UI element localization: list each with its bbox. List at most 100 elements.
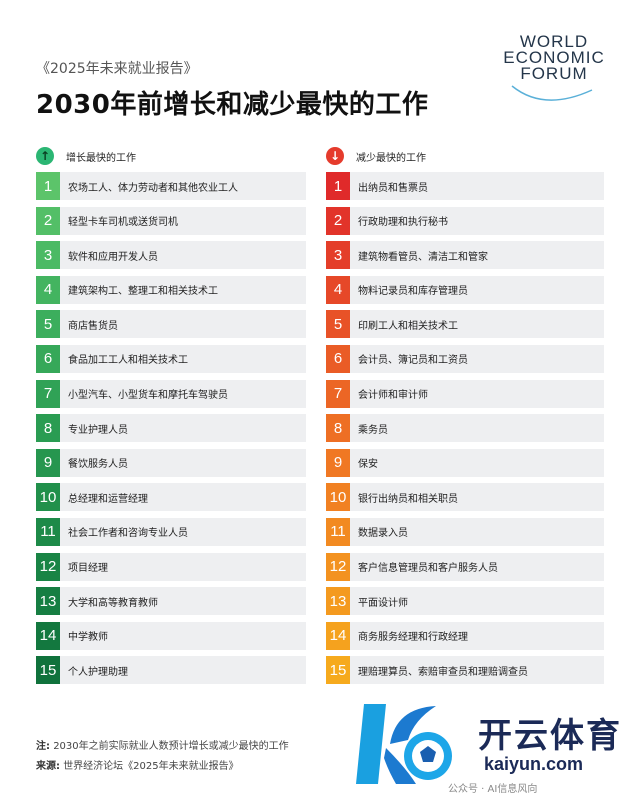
growth-job-label: 建筑架构工、整理工和相关技术工 (68, 286, 218, 298)
growth-job-label: 轻型卡车司机或送货司机 (68, 217, 178, 229)
decline-job-row: 15 理赔理算员、索赔审查员和理赔调查员 (326, 656, 604, 685)
logo-line-2: ECONOMIC (503, 48, 605, 67)
footer-source-key: 来源: (36, 761, 60, 772)
decline-job-label: 数据录入员 (358, 528, 408, 540)
growth-header: ↑ 增长最快的工作 (36, 146, 306, 166)
decline-header-label: 减少最快的工作 (356, 152, 426, 164)
decline-job-rank: 14 (326, 621, 350, 650)
decline-job-row: 2 行政助理和执行秘书 (326, 206, 604, 235)
decline-job-label: 理赔理算员、索赔审查员和理赔调查员 (358, 666, 528, 678)
decline-job-label: 出纳员和售票员 (358, 182, 428, 194)
growth-job-rank: 10 (36, 483, 60, 512)
arrow-down-icon: ↓ (326, 147, 344, 165)
growth-job-row: 2 轻型卡车司机或送货司机 (36, 206, 306, 235)
decline-job-row: 6 会计员、簿记员和工资员 (326, 344, 604, 373)
growth-job-label: 餐饮服务人员 (68, 459, 128, 471)
growth-job-rank: 4 (36, 275, 60, 304)
decline-job-row: 9 保安 (326, 448, 604, 477)
wef-logo: WORLD ECONOMIC FORUM (494, 32, 614, 104)
footer-note-key: 注: (36, 741, 50, 752)
decline-job-rank: 6 (326, 344, 350, 373)
decline-job-rank: 1 (326, 172, 350, 200)
decline-job-label: 平面设计师 (358, 597, 408, 609)
decline-job-rank: 5 (326, 310, 350, 339)
decline-list: 1 出纳员和售票员 2 行政助理和执行秘书 3 建筑物看管员、清洁工和管家 4 物料记录员和库… (326, 172, 604, 685)
decline-job-row: 11 数据录入员 (326, 517, 604, 546)
logo-line-3: FORUM (520, 64, 588, 83)
decline-job-label: 银行出纳员和相关职员 (358, 493, 458, 505)
growth-job-row: 4 建筑架构工、整理工和相关技术工 (36, 275, 306, 304)
growth-job-label: 项目经理 (68, 563, 108, 575)
growth-job-label: 食品加工工人和相关技术工 (68, 355, 188, 367)
growth-job-label: 个人护理助理 (68, 666, 128, 678)
decline-job-label: 会计员、簿记员和工资员 (358, 355, 468, 367)
decline-job-rank: 12 (326, 552, 350, 581)
decline-job-row: 14 商务服务经理和行政经理 (326, 621, 604, 650)
growth-job-rank: 11 (36, 517, 60, 546)
growth-job-row: 8 专业护理人员 (36, 414, 306, 443)
footer-source-text: 世界经济论坛《2025年未来就业报告》 (63, 761, 239, 772)
growth-job-rank: 1 (36, 172, 60, 200)
growth-job-label: 农场工人、体力劳动者和其他农业工人 (68, 182, 238, 194)
wef-arc-icon (511, 85, 593, 101)
decline-job-label: 印刷工人和相关技术工 (358, 320, 458, 332)
footer-note-text: 2030年之前实际就业人数预计增长或减少最快的工作 (53, 741, 289, 752)
decline-job-row: 12 客户信息管理员和客户服务人员 (326, 552, 604, 581)
growth-job-label: 软件和应用开发人员 (68, 251, 158, 263)
watermark-url: kaiyun.com (484, 754, 584, 774)
decline-job-rank: 2 (326, 206, 350, 235)
growth-job-rank: 15 (36, 656, 60, 685)
page-title: 2030年前增长和减少最快的工作 (36, 90, 429, 120)
watermark: 开云体育 kaiyun.com 公众号 · AI信息风向 (356, 694, 626, 795)
growth-job-label: 中学教师 (68, 632, 108, 644)
watermark-title: 开云体育 (478, 716, 622, 756)
decline-job-label: 客户信息管理员和客户服务人员 (358, 563, 498, 575)
decline-header: ↓ 减少最快的工作 (326, 146, 604, 166)
decline-job-label: 建筑物看管员、清洁工和管家 (358, 251, 488, 263)
growth-job-row: 7 小型汽车、小型货车和摩托车驾驶员 (36, 379, 306, 408)
decline-job-row: 8 乘务员 (326, 414, 604, 443)
decline-job-rank: 13 (326, 587, 350, 616)
growth-header-label: 增长最快的工作 (66, 152, 136, 164)
logo-line-1: WORLD (519, 32, 589, 51)
growth-job-row: 3 软件和应用开发人员 (36, 241, 306, 270)
growth-job-rank: 7 (36, 379, 60, 408)
decline-column: ↓ 减少最快的工作 1 出纳员和售票员 2 行政助理和执行秘书 3 建筑物看管员、清洁工和… (326, 146, 604, 691)
growth-job-row: 9 餐饮服务人员 (36, 448, 306, 477)
footer-note: 注: 2030年之前实际就业人数预计增长或减少最快的工作 (36, 737, 289, 752)
decline-job-row: 10 银行出纳员和相关职员 (326, 483, 604, 512)
growth-job-rank: 14 (36, 621, 60, 650)
growth-job-label: 社会工作者和咨询专业人员 (68, 528, 188, 540)
growth-job-row: 6 食品加工工人和相关技术工 (36, 344, 306, 373)
decline-job-rank: 11 (326, 517, 350, 546)
arrow-up-icon: ↑ (36, 147, 54, 165)
decline-job-label: 会计师和审计师 (358, 390, 428, 402)
decline-job-rank: 4 (326, 275, 350, 304)
growth-job-rank: 3 (36, 241, 60, 270)
growth-job-row: 5 商店售货员 (36, 310, 306, 339)
growth-job-rank: 8 (36, 414, 60, 443)
decline-job-rank: 7 (326, 379, 350, 408)
growth-job-rank: 9 (36, 448, 60, 477)
decline-job-row: 7 会计师和审计师 (326, 379, 604, 408)
growth-job-label: 商店售货员 (68, 320, 118, 332)
growth-job-rank: 12 (36, 552, 60, 581)
decline-job-rank: 10 (326, 483, 350, 512)
decline-job-rank: 8 (326, 414, 350, 443)
decline-job-label: 保安 (358, 459, 378, 471)
growth-job-rank: 2 (36, 206, 60, 235)
growth-job-rank: 5 (36, 310, 60, 339)
decline-job-label: 物料记录员和库存管理员 (358, 286, 468, 298)
growth-job-label: 专业护理人员 (68, 424, 128, 436)
decline-job-label: 商务服务经理和行政经理 (358, 632, 468, 644)
growth-job-row: 11 社会工作者和咨询专业人员 (36, 517, 306, 546)
growth-list: 1 农场工人、体力劳动者和其他农业工人 2 轻型卡车司机或送货司机 3 软件和应用开发人员… (36, 172, 306, 685)
decline-job-rank: 3 (326, 241, 350, 270)
growth-job-rank: 6 (36, 344, 60, 373)
decline-job-row: 1 出纳员和售票员 (326, 172, 604, 200)
decline-job-row: 4 物料记录员和库存管理员 (326, 275, 604, 304)
growth-job-row: 15 个人护理助理 (36, 656, 306, 685)
decline-job-label: 行政助理和执行秘书 (358, 217, 448, 229)
growth-job-row: 1 农场工人、体力劳动者和其他农业工人 (36, 172, 306, 200)
growth-column: ↑ 增长最快的工作 1 农场工人、体力劳动者和其他农业工人 2 轻型卡车司机或送货司机… (36, 146, 306, 691)
